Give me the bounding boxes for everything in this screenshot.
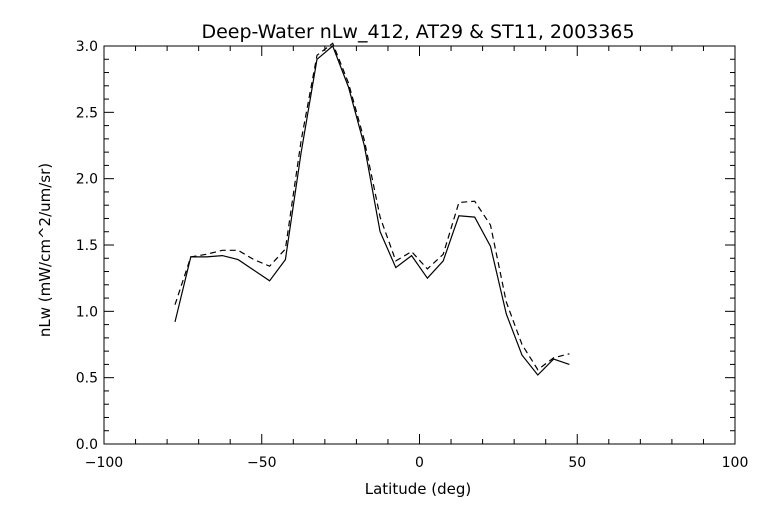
series-group [174,42,570,376]
x-axis-label: Latitude (deg) [365,480,471,498]
x-tick-label: 0 [415,455,424,471]
y-tick-label: 1.0 [76,304,98,320]
y-tick-label: 2.0 [76,172,98,188]
x-tick-label: 50 [568,455,586,471]
plot-frame [103,45,736,445]
series-line-solid [174,44,570,376]
y-tick-label: 3.0 [76,39,98,55]
x-tick-label: −100 [85,455,123,471]
x-tick-label: −50 [247,455,277,471]
y-tick-label: 0.5 [76,371,98,387]
x-axis: −100 −50 0 50 100 [85,46,749,471]
y-tick-label: 2.5 [76,105,98,121]
y-axis: 0.0 0.5 1.0 1.5 2.0 2.5 3.0 [76,39,735,453]
y-axis-label: nLw (mW/cm^2/um/sr) [36,163,54,337]
chart-title: Deep-Water nLw_412, AT29 & ST11, 2003365 [201,21,634,43]
series-line-dashed [174,42,570,371]
x-tick-label: 100 [722,455,749,471]
y-tick-label: 1.5 [76,238,98,254]
y-tick-label: 0.0 [76,437,98,453]
